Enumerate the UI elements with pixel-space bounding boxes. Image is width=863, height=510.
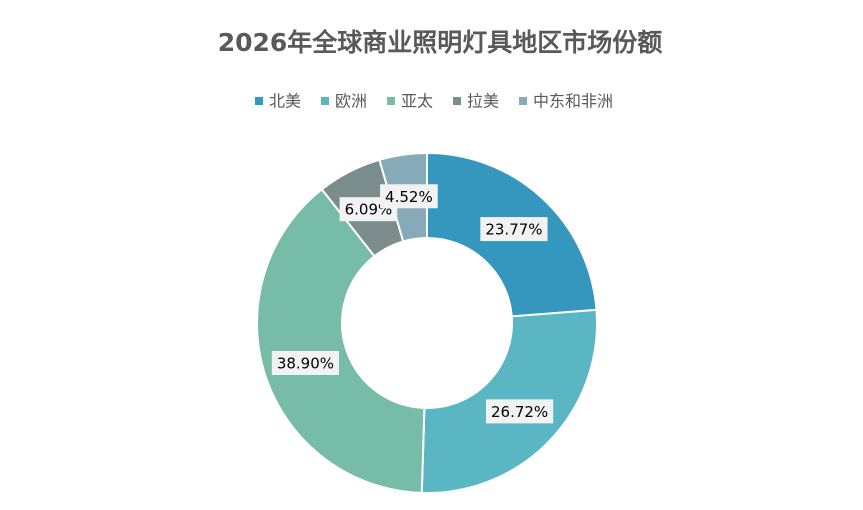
value-label-bg — [271, 351, 340, 376]
legend-marker — [386, 97, 395, 105]
legend-label: 亚太 — [401, 92, 433, 111]
value-label-bg — [485, 399, 554, 424]
value-label-group: 23.77% — [480, 217, 548, 242]
legend-item: 亚太 — [386, 92, 433, 111]
value-label-group: 26.72% — [485, 399, 554, 424]
value-labels: 23.77%26.72%38.90%6.09%4.52% — [271, 184, 554, 424]
legend-marker — [519, 97, 528, 105]
value-label-group: 38.90% — [271, 351, 340, 376]
value-label: 4.52% — [385, 188, 433, 206]
chart-title: 2026年全球商业照明灯具地区市场份额 — [218, 28, 663, 57]
legend-marker — [453, 97, 462, 105]
value-label: 23.77% — [485, 221, 542, 239]
value-label: 38.90% — [277, 355, 334, 373]
slice — [256, 187, 426, 494]
legend-label: 北美 — [269, 92, 301, 111]
legend-label: 拉美 — [467, 92, 499, 111]
value-label-bg — [380, 184, 438, 209]
value-label: 26.72% — [491, 403, 548, 421]
legend-item: 欧洲 — [320, 92, 367, 111]
value-label-bg — [480, 217, 548, 242]
legend: 北美 欧洲 亚太 拉美 中东和非洲 — [254, 92, 613, 111]
legend-item: 拉美 — [453, 92, 499, 111]
legend-label: 欧洲 — [335, 92, 367, 111]
value-label-group: 4.52% — [380, 184, 438, 209]
legend-item: 中东和非洲 — [519, 92, 613, 111]
legend-label: 中东和非洲 — [533, 92, 613, 111]
legend-marker — [254, 97, 263, 105]
legend-marker — [320, 97, 329, 105]
legend-item: 北美 — [254, 92, 301, 111]
